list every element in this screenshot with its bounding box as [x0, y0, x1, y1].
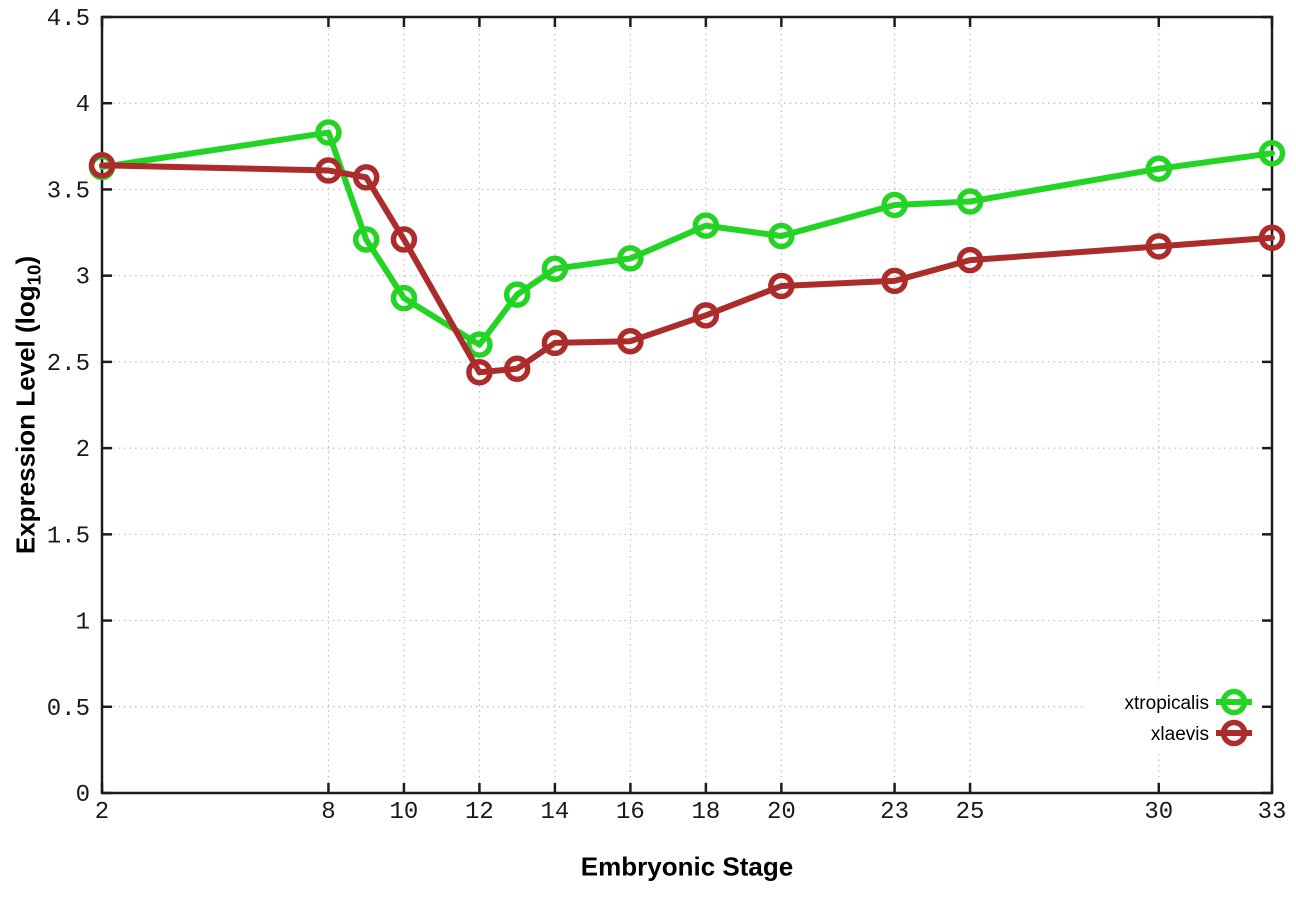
data-point-marker	[352, 226, 380, 253]
x-tick-label: 16	[616, 799, 645, 826]
y-tick-label: 2.5	[47, 351, 90, 378]
legend-label: xtropicalis	[1125, 693, 1209, 714]
data-point-marker	[88, 152, 116, 179]
data-point-marker	[956, 246, 984, 274]
x-tick-label: 30	[1144, 799, 1173, 826]
y-tick-label: 4.5	[47, 6, 90, 33]
data-point-marker	[1258, 139, 1286, 167]
legend-label: xlaevis	[1151, 724, 1209, 745]
data-point-marker	[956, 188, 984, 215]
data-point-marker	[1258, 224, 1286, 251]
tick-marks	[100, 15, 1274, 795]
series-xtropicalis	[88, 119, 1286, 358]
data-point-marker	[352, 164, 380, 191]
y-tick-label: 3	[76, 265, 90, 292]
x-tick-label: 8	[321, 799, 335, 826]
data-point-marker	[1145, 233, 1173, 260]
data-point-marker	[541, 329, 569, 357]
y-tick-label: 1.5	[47, 523, 90, 550]
y-tick-label: 0	[76, 782, 90, 809]
y-axis-title-subscript: 10	[23, 264, 45, 286]
data-point-marker	[692, 302, 720, 329]
data-point-marker	[768, 272, 795, 300]
x-tick-labels: 2 8 10 12 14 16 18 20 23 25 30 33	[95, 799, 1287, 826]
y-tick-label: 3.5	[47, 178, 90, 205]
series-markers-xlaevis	[88, 152, 1286, 386]
gridlines	[102, 17, 1272, 793]
data-point-marker	[768, 222, 795, 250]
y-axis-title-text: Expression Level (log	[10, 285, 41, 555]
data-point-marker	[1145, 155, 1173, 183]
y-tick-label: 2	[76, 437, 90, 464]
y-tick-label: 0.5	[47, 696, 90, 723]
x-axis-title: Embryonic Stage	[580, 851, 794, 882]
y-tick-labels: 0 0.5 1 1.5 2 2.5 3 3.5 4 4.5	[47, 6, 90, 809]
data-point-marker	[315, 157, 342, 184]
series-line-xtropicalis	[99, 129, 1275, 348]
y-axis-title: Expression Level (log10)	[10, 256, 45, 554]
data-point-marker	[466, 358, 493, 386]
x-tick-label: 25	[956, 799, 985, 826]
data-point-marker	[541, 255, 569, 283]
data-point-marker	[390, 226, 418, 253]
y-tick-label: 4	[76, 92, 90, 119]
legend: xtropicalis xlaevis	[1085, 683, 1262, 751]
series-line-xlaevis	[99, 162, 1275, 376]
data-point-marker	[881, 267, 908, 295]
data-point-marker	[315, 119, 342, 146]
data-point-marker	[466, 331, 493, 358]
data-point-marker	[881, 191, 908, 219]
x-tick-label: 20	[767, 799, 796, 826]
x-tick-label: 2	[95, 799, 109, 826]
series-markers-xtropicalis	[88, 119, 1286, 358]
x-tick-label: 14	[540, 799, 569, 826]
data-point-marker	[692, 212, 720, 239]
x-tick-label: 18	[691, 799, 720, 826]
legend-marker-icon	[1220, 719, 1248, 747]
x-tick-label: 12	[465, 799, 494, 826]
y-axis-title-close: )	[10, 255, 41, 265]
plot-border	[100, 15, 1274, 795]
legend-marker-icon	[1220, 688, 1248, 716]
data-point-marker	[617, 245, 644, 272]
data-point-marker	[503, 355, 531, 383]
data-point-marker	[503, 281, 531, 308]
series-xlaevis	[88, 152, 1286, 386]
legend-item-xlaevis: xlaevis	[1151, 719, 1252, 747]
x-tick-label: 23	[880, 799, 909, 826]
legend-item-xtropicalis: xtropicalis	[1125, 688, 1252, 716]
x-tick-label: 10	[390, 799, 419, 826]
data-point-marker	[617, 327, 644, 355]
data-point-marker	[390, 284, 418, 312]
y-tick-label: 1	[76, 610, 90, 637]
x-tick-label: 33	[1258, 799, 1287, 826]
